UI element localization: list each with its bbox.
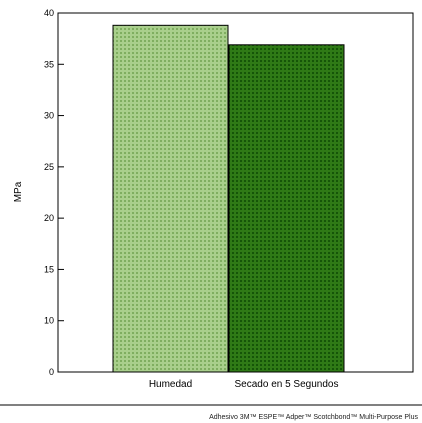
y-tick-label: 25 <box>44 162 54 172</box>
y-tick-label: 40 <box>44 8 54 18</box>
y-tick-label: 15 <box>44 264 54 274</box>
bars-group <box>112 24 345 373</box>
x-category-label: Secado en 5 Segundos <box>235 379 339 390</box>
y-tick-label: 35 <box>44 59 54 69</box>
x-axis-label: Adhesivo 3M™ ESPE™ Adper™ Scotchbond™ Mu… <box>209 414 418 421</box>
y-tick-label: 10 <box>44 316 54 326</box>
x-category-label: Humedad <box>149 379 192 390</box>
x-axis: Humedad Secado en 5 Segundos <box>149 379 339 390</box>
y-axis: 0 10 15 20 25 30 35 40 <box>44 8 64 377</box>
y-tick-label: 30 <box>44 111 54 121</box>
y-tick-label: 0 <box>49 367 54 377</box>
y-axis-label: MPa <box>13 181 24 202</box>
y-tick-label: 20 <box>44 213 54 223</box>
bar-2 <box>228 44 345 373</box>
bar-1 <box>112 24 229 373</box>
